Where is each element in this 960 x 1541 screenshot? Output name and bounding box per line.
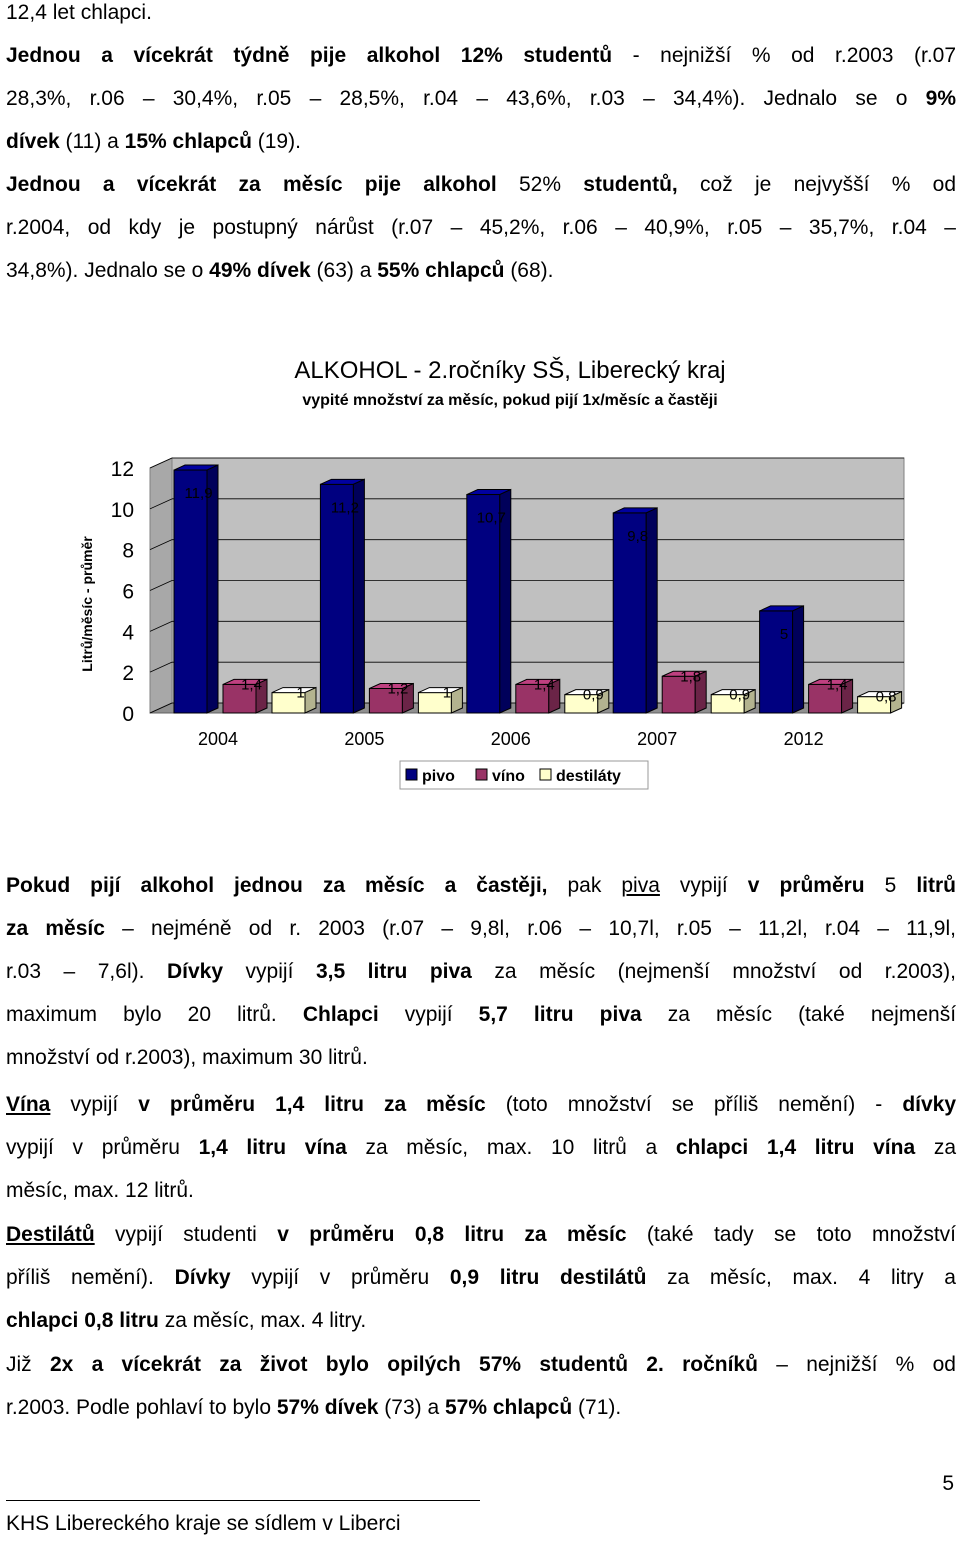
data-label: 1	[443, 685, 451, 702]
page-number: 5	[942, 1472, 954, 1495]
gridline-side	[149, 580, 173, 591]
line: 34,8%). Jednalo se o 49% dívek (63) a 55…	[6, 259, 554, 282]
data-label: 1	[296, 685, 304, 702]
line: příliš nemění). Dívky vypijí v průměru 0…	[6, 1266, 956, 1289]
y-tick-label: 2	[122, 662, 134, 685]
bar-side-pivo	[792, 605, 805, 714]
legend-label: destiláty	[556, 768, 621, 785]
line: 28,3%, r.06 – 30,4%, r.05 – 28,5%, r.04 …	[6, 87, 956, 110]
line: množství od r.2003), maximum 30 litrů.	[6, 1046, 368, 1069]
bar-side-pivo	[352, 478, 365, 714]
x-tick-label: 2007	[637, 729, 677, 749]
gridline-side	[149, 457, 173, 469]
bar-pivo	[466, 494, 501, 714]
data-label: 1,4	[241, 676, 262, 693]
paragraph-weekly: 12,4 let chlapci. Jednou a vícekrát týdn…	[6, 0, 956, 163]
legend-swatch-víno	[475, 768, 488, 781]
bar-side-víno	[255, 678, 268, 714]
bar-víno	[515, 683, 550, 714]
line: chlapci 0,8 litru za měsíc, max. 4 litry…	[6, 1309, 367, 1332]
bar-side-víno	[841, 678, 854, 714]
data-label: 10,7	[477, 510, 506, 527]
paragraph-spirits: Destilátů vypijí studenti v průměru 0,8 …	[6, 1213, 956, 1342]
alcohol-chart: ALKOHOL - 2.ročníky SŠ, Liberecký kraj vy…	[79, 356, 905, 790]
paragraph-wine: Vína vypijí v průměru 1,4 litru za měsíc…	[6, 1083, 956, 1212]
y-tick-label: 6	[122, 581, 134, 604]
line: 12,4 let chlapci.	[6, 1, 152, 24]
footer-divider	[6, 1500, 480, 1501]
data-label: 9,8	[627, 528, 648, 545]
bar-pivo	[173, 469, 208, 714]
data-label: 0,9	[583, 687, 604, 704]
y-tick-label: 10	[111, 499, 134, 522]
chart-title: ALKOHOL - 2.ročníky SŠ, Liberecký kraj	[294, 356, 725, 384]
bar-side-destiláty	[304, 686, 317, 714]
bar-side-pivo	[499, 488, 512, 714]
line: r.2003. Podle pohlaví to bylo 57% dívek …	[6, 1396, 622, 1419]
bar-pivo	[319, 483, 354, 714]
y-tick-label: 4	[122, 621, 134, 644]
bar-side-destiláty	[890, 690, 903, 714]
line: maximum bylo 20 litrů. Chlapci vypijí 5,…	[6, 1003, 957, 1026]
legend-label: víno	[492, 768, 525, 785]
gridline-side	[149, 702, 173, 714]
bar-side-pivo	[206, 464, 219, 714]
paragraph-drunk: Již 2x a vícekrát za život bylo opilých …	[6, 1343, 956, 1429]
data-label: 1,4	[534, 676, 555, 693]
bar-side-víno	[548, 678, 561, 714]
legend-swatch-pivo	[405, 768, 418, 781]
data-label: 0,9	[729, 687, 750, 704]
bar-víno	[661, 675, 696, 714]
line: r.2004, od kdy je postupný nárůst (r.07 …	[6, 216, 956, 239]
bar-pivo	[759, 610, 794, 714]
line: Jednou a vícekrát za měsíc pije alkohol …	[6, 173, 956, 196]
bar-side-destiláty	[597, 688, 610, 714]
bar-víno	[222, 683, 257, 714]
gridline-side	[149, 539, 173, 551]
y-tick-label: 8	[122, 540, 134, 563]
data-label: 0,8	[876, 689, 897, 706]
paragraph-beer: Pokud pijí alkohol jednou za měsíc a čas…	[6, 864, 956, 1079]
bar-side-víno	[401, 682, 414, 714]
x-tick-label: 2006	[491, 729, 531, 749]
y-tick-label: 12	[111, 458, 134, 481]
line: Již 2x a vícekrát za život bylo opilých …	[6, 1353, 956, 1376]
line: Jednou a vícekrát týdně pije alkohol 12%…	[6, 44, 957, 67]
line: Destilátů vypijí studenti v průměru 0,8 …	[6, 1223, 957, 1246]
line: Pokud pijí alkohol jednou za měsíc a čas…	[6, 874, 957, 897]
x-tick-label: 2012	[784, 729, 824, 749]
data-label: 11,9	[184, 485, 212, 502]
gridline-side	[149, 661, 173, 673]
bar-side-destiláty	[450, 686, 463, 714]
data-label: 5	[780, 626, 788, 643]
y-axis-label: Litrů/měsíc - průměr	[79, 536, 95, 672]
bar-side-pivo	[645, 507, 658, 714]
legend-swatch-destiláty	[539, 768, 552, 781]
chart-subtitle: vypité množství za měsíc, pokud pijí 1x/…	[302, 392, 717, 409]
footer-text: KHS Libereckého kraje se sídlem v Liberc…	[6, 1512, 401, 1535]
data-label: 11,2	[331, 499, 359, 516]
gridline-side	[149, 620, 173, 632]
line: měsíc, max. 12 litrů.	[6, 1179, 194, 1202]
line: Vína vypijí v průměru 1,4 litru za měsíc…	[6, 1093, 957, 1116]
line: dívek (11) a 15% chlapců (19).	[6, 130, 301, 153]
x-tick-label: 2005	[344, 729, 384, 749]
data-label: 1,2	[387, 681, 408, 698]
bar-side-destiláty	[743, 688, 756, 714]
data-label: 1,8	[680, 668, 701, 685]
legend-box	[399, 760, 649, 790]
x-tick-label: 2004	[198, 729, 238, 749]
data-label: 1,4	[827, 676, 848, 693]
bar-side-víno	[694, 670, 707, 714]
legend-label: pivo	[422, 768, 455, 785]
paragraph-monthly: Jednou a vícekrát za měsíc pije alkohol …	[6, 163, 956, 292]
line: za měsíc – nejméně od r. 2003 (r.07 – 9,…	[6, 917, 956, 940]
line: vypijí v průměru 1,4 litru vína za měsíc…	[6, 1136, 957, 1159]
bar-víno	[368, 688, 403, 714]
line: r.03 – 7,6l). Dívky vypijí 3,5 litru piv…	[6, 960, 957, 983]
y-tick-label: 0	[122, 703, 134, 726]
gridline-side	[149, 498, 173, 510]
